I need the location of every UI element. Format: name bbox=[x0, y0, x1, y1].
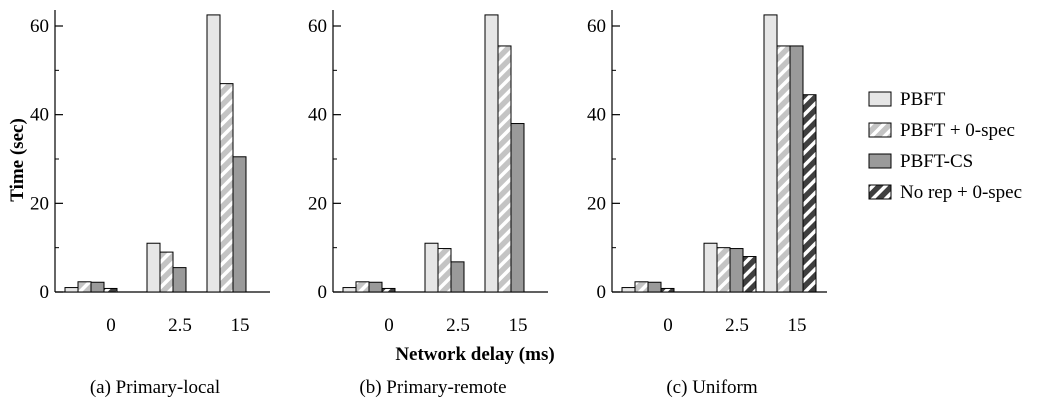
x-tick-label: 2.5 bbox=[725, 315, 749, 336]
legend: PBFT PBFT + 0-spec PBFT-CS No rep + 0-spec bbox=[868, 89, 1022, 203]
legend-label-pbft-cs: PBFT-CS bbox=[900, 151, 973, 172]
bar-no-rep-0-spec-2-5 bbox=[742, 256, 757, 293]
bar-pbft-cs-15 bbox=[510, 123, 525, 293]
panel-caption: (a) Primary-local bbox=[90, 377, 220, 398]
y-tick-label: 0 bbox=[40, 282, 50, 303]
x-tick-label: 0 bbox=[663, 315, 673, 336]
legend-label-pbft-0-spec: PBFT + 0-spec bbox=[900, 120, 1015, 141]
legend-swatch-no-rep-0-spec bbox=[868, 184, 892, 200]
y-tick-label: 40 bbox=[587, 105, 606, 126]
legend-swatch-pbft-0-spec bbox=[868, 122, 892, 138]
bar-pbft-2-5 bbox=[703, 242, 718, 293]
bar-pbft-cs-0 bbox=[647, 281, 662, 293]
bar-pbft-cs-0 bbox=[90, 281, 105, 293]
x-tick-label: 15 bbox=[509, 315, 528, 336]
bar-no-rep-0-spec-15 bbox=[802, 94, 817, 293]
x-tick-label: 15 bbox=[231, 315, 250, 336]
y-tick-label: 0 bbox=[597, 282, 607, 303]
bar-pbft-0-spec-15 bbox=[219, 83, 234, 293]
bar-pbft-0-spec-2-5 bbox=[437, 248, 452, 293]
bar-pbft-0-spec-2-5 bbox=[159, 251, 174, 293]
bar-pbft-cs-2-5 bbox=[172, 267, 187, 293]
x-tick-label: 15 bbox=[788, 315, 807, 336]
bar-pbft-0-spec-0 bbox=[634, 281, 649, 293]
bar-pbft-0-spec-2-5 bbox=[716, 247, 731, 293]
bar-pbft-cs-2-5 bbox=[729, 248, 744, 293]
panel-2: 0 20 40 60 0 2.5 15 (b) Primary-remote bbox=[308, 10, 548, 398]
legend-swatch-pbft bbox=[868, 91, 892, 107]
panel-1: 0 20 40 60 0 2.5 15 (a) Primary-local bbox=[30, 10, 270, 398]
legend-swatch-pbft-cs bbox=[868, 153, 892, 169]
y-tick-label: 20 bbox=[30, 193, 49, 214]
bar-pbft-cs-2-5 bbox=[450, 261, 465, 293]
legend-label-no-rep-0-spec: No rep + 0-spec bbox=[900, 182, 1022, 203]
x-tick-label: 2.5 bbox=[168, 315, 192, 336]
y-tick-label: 60 bbox=[30, 16, 49, 37]
bar-pbft-15 bbox=[763, 14, 778, 293]
bar-pbft-0-spec-15 bbox=[497, 45, 512, 293]
bar-no-rep-0-spec-0 bbox=[660, 287, 675, 293]
bar-pbft-0 bbox=[342, 287, 357, 293]
y-axis-label: Time (sec) bbox=[7, 118, 28, 202]
bar-pbft-0-spec-15 bbox=[776, 45, 791, 293]
bar-pbft-0 bbox=[64, 287, 79, 293]
y-tick-label: 40 bbox=[308, 105, 327, 126]
y-tick-label: 60 bbox=[587, 16, 606, 37]
x-tick-label: 2.5 bbox=[446, 315, 470, 336]
y-tick-label: 20 bbox=[308, 193, 327, 214]
bar-pbft-15 bbox=[484, 14, 499, 293]
bar-pbft-cs-0 bbox=[368, 281, 383, 293]
bar-pbft-15 bbox=[206, 14, 221, 293]
legend-label-pbft: PBFT bbox=[900, 89, 946, 110]
x-axis-label: Network delay (ms) bbox=[395, 344, 554, 365]
y-tick-label: 60 bbox=[308, 16, 327, 37]
bar-no-rep-0-spec-0 bbox=[381, 287, 396, 293]
panel-caption: (c) Uniform bbox=[666, 377, 757, 398]
panel-caption: (b) Primary-remote bbox=[359, 377, 506, 398]
x-tick-label: 0 bbox=[106, 315, 116, 336]
bar-pbft-0-spec-0 bbox=[355, 281, 370, 293]
bar-no-rep-0-spec-0 bbox=[103, 287, 118, 293]
x-tick-label: 0 bbox=[384, 315, 394, 336]
bar-pbft-0 bbox=[621, 287, 636, 293]
y-tick-label: 40 bbox=[30, 105, 49, 126]
bar-pbft-2-5 bbox=[146, 242, 161, 293]
panel-3: 0 20 40 60 0 2.5 15 (c) Uniform bbox=[587, 10, 827, 398]
y-tick-label: 0 bbox=[318, 282, 328, 303]
bar-pbft-2-5 bbox=[424, 242, 439, 293]
y-tick-label: 20 bbox=[587, 193, 606, 214]
bar-pbft-cs-15 bbox=[232, 156, 247, 293]
bar-pbft-cs-15 bbox=[789, 45, 804, 293]
bar-pbft-0-spec-0 bbox=[77, 281, 92, 293]
